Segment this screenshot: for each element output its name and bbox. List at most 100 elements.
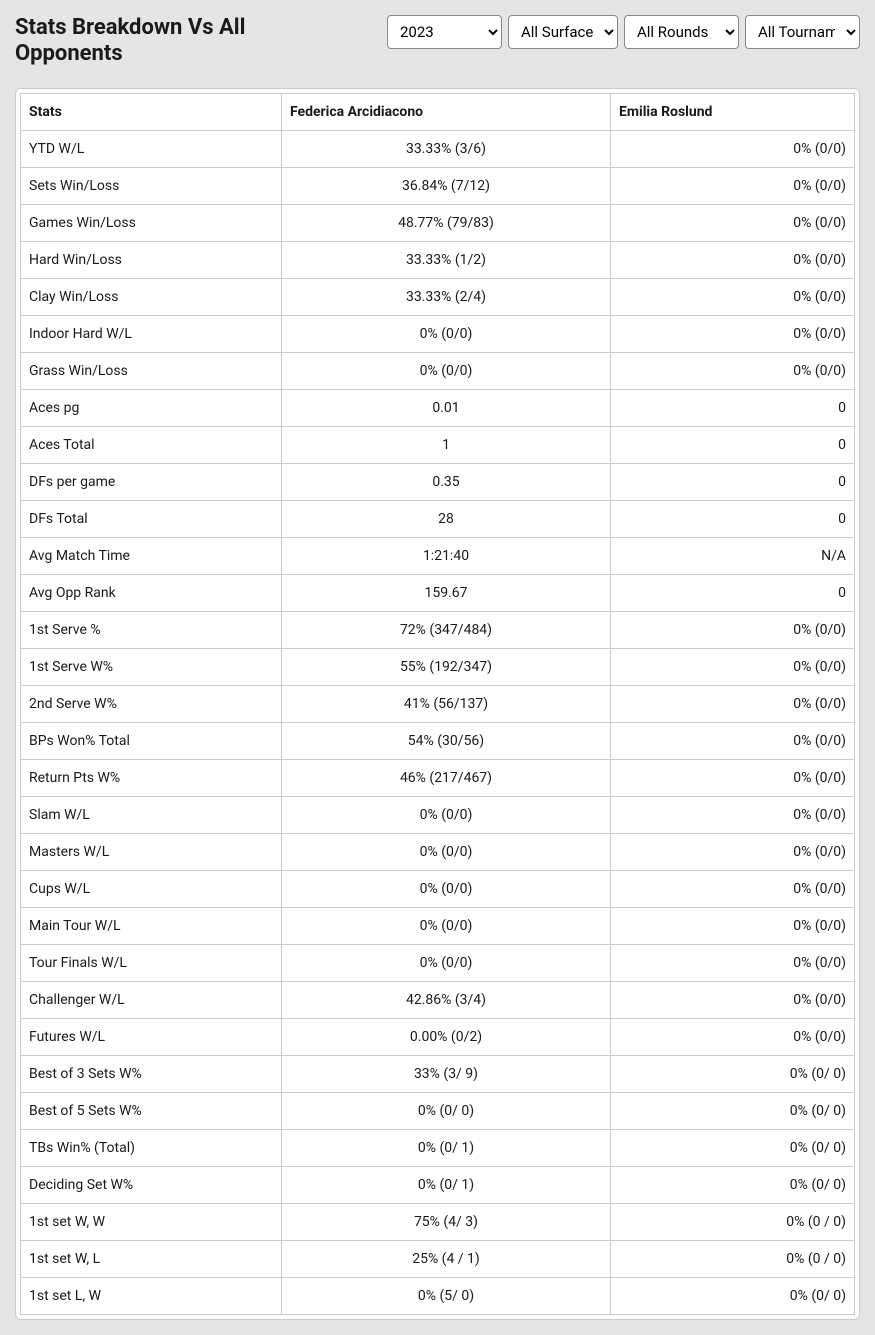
stat-name-cell: Masters W/L	[21, 833, 282, 870]
player2-value-cell: 0	[611, 574, 855, 611]
table-row: Futures W/L0.00% (0/2)0% (0/0)	[21, 1018, 855, 1055]
table-row: 1st Serve %72% (347/484)0% (0/0)	[21, 611, 855, 648]
table-row: Tour Finals W/L0% (0/0)0% (0/0)	[21, 944, 855, 981]
rounds-select[interactable]: All Rounds	[624, 15, 739, 49]
stat-name-cell: 1st Serve W%	[21, 648, 282, 685]
player2-value-cell: N/A	[611, 537, 855, 574]
player2-value-cell: 0% (0/0)	[611, 1018, 855, 1055]
player1-value-cell: 36.84% (7/12)	[282, 167, 611, 204]
stat-name-cell: Hard Win/Loss	[21, 241, 282, 278]
table-row: Masters W/L0% (0/0)0% (0/0)	[21, 833, 855, 870]
player1-value-cell: 0% (0/ 0)	[282, 1092, 611, 1129]
player2-value-cell: 0% (0/ 0)	[611, 1092, 855, 1129]
stat-name-cell: 1st set L, W	[21, 1277, 282, 1314]
player1-value-cell: 1	[282, 426, 611, 463]
stats-table: Stats Federica Arcidiacono Emilia Roslun…	[20, 93, 855, 1315]
table-row: Best of 5 Sets W%0% (0/ 0)0% (0/ 0)	[21, 1092, 855, 1129]
player2-value-cell: 0	[611, 426, 855, 463]
stat-name-cell: Aces pg	[21, 389, 282, 426]
stat-name-cell: Avg Match Time	[21, 537, 282, 574]
stat-name-cell: Clay Win/Loss	[21, 278, 282, 315]
player1-value-cell: 0% (0/ 1)	[282, 1129, 611, 1166]
player1-value-cell: 55% (192/347)	[282, 648, 611, 685]
stat-name-cell: Sets Win/Loss	[21, 167, 282, 204]
player2-value-cell: 0% (0/0)	[611, 204, 855, 241]
table-row: Cups W/L0% (0/0)0% (0/0)	[21, 870, 855, 907]
player2-value-cell: 0% (0/0)	[611, 167, 855, 204]
table-row: TBs Win% (Total)0% (0/ 1)0% (0/ 0)	[21, 1129, 855, 1166]
stat-name-cell: Best of 5 Sets W%	[21, 1092, 282, 1129]
col-header-player2: Emilia Roslund	[611, 93, 855, 130]
player2-value-cell: 0% (0/0)	[611, 685, 855, 722]
player2-value-cell: 0	[611, 389, 855, 426]
player1-value-cell: 159.67	[282, 574, 611, 611]
table-row: DFs per game0.350	[21, 463, 855, 500]
player1-value-cell: 42.86% (3/4)	[282, 981, 611, 1018]
player2-value-cell: 0% (0/0)	[611, 796, 855, 833]
table-row: Grass Win/Loss0% (0/0)0% (0/0)	[21, 352, 855, 389]
table-row: Games Win/Loss48.77% (79/83)0% (0/0)	[21, 204, 855, 241]
stat-name-cell: Slam W/L	[21, 796, 282, 833]
stat-name-cell: YTD W/L	[21, 130, 282, 167]
player1-value-cell: 0% (0/ 1)	[282, 1166, 611, 1203]
table-row: Avg Match Time1:21:40N/A	[21, 537, 855, 574]
year-select[interactable]: 2023	[387, 15, 502, 49]
player2-value-cell: 0% (0/ 0)	[611, 1166, 855, 1203]
table-row: 1st Serve W%55% (192/347)0% (0/0)	[21, 648, 855, 685]
col-header-stats: Stats	[21, 93, 282, 130]
player2-value-cell: 0% (0/0)	[611, 241, 855, 278]
stat-name-cell: Challenger W/L	[21, 981, 282, 1018]
table-row: 1st set W, L25% (4 / 1)0% (0 / 0)	[21, 1240, 855, 1277]
table-body: YTD W/L33.33% (3/6)0% (0/0)Sets Win/Loss…	[21, 130, 855, 1314]
table-row: Return Pts W%46% (217/467)0% (0/0)	[21, 759, 855, 796]
player2-value-cell: 0% (0/0)	[611, 907, 855, 944]
player1-value-cell: 33.33% (2/4)	[282, 278, 611, 315]
player1-value-cell: 0.00% (0/2)	[282, 1018, 611, 1055]
player2-value-cell: 0% (0/0)	[611, 833, 855, 870]
player1-value-cell: 0% (0/0)	[282, 944, 611, 981]
table-row: 1st set W, W75% (4/ 3)0% (0 / 0)	[21, 1203, 855, 1240]
table-row: Avg Opp Rank159.670	[21, 574, 855, 611]
player1-value-cell: 0% (0/0)	[282, 833, 611, 870]
table-row: Sets Win/Loss36.84% (7/12)0% (0/0)	[21, 167, 855, 204]
stat-name-cell: 1st set W, W	[21, 1203, 282, 1240]
player1-value-cell: 0% (0/0)	[282, 870, 611, 907]
table-row: Clay Win/Loss33.33% (2/4)0% (0/0)	[21, 278, 855, 315]
player2-value-cell: 0% (0/ 0)	[611, 1055, 855, 1092]
player2-value-cell: 0% (0 / 0)	[611, 1203, 855, 1240]
player1-value-cell: 41% (56/137)	[282, 685, 611, 722]
table-row: Main Tour W/L0% (0/0)0% (0/0)	[21, 907, 855, 944]
col-header-player1: Federica Arcidiacono	[282, 93, 611, 130]
table-row: Aces pg0.010	[21, 389, 855, 426]
table-row: YTD W/L33.33% (3/6)0% (0/0)	[21, 130, 855, 167]
stat-name-cell: BPs Won% Total	[21, 722, 282, 759]
player1-value-cell: 0.35	[282, 463, 611, 500]
stat-name-cell: DFs per game	[21, 463, 282, 500]
table-row: DFs Total280	[21, 500, 855, 537]
stats-table-wrapper: Stats Federica Arcidiacono Emilia Roslun…	[15, 88, 860, 1320]
stat-name-cell: Futures W/L	[21, 1018, 282, 1055]
player2-value-cell: 0% (0/ 0)	[611, 1129, 855, 1166]
page-title: Stats Breakdown Vs All Opponents	[15, 15, 315, 68]
table-row: 2nd Serve W%41% (56/137)0% (0/0)	[21, 685, 855, 722]
player2-value-cell: 0% (0/0)	[611, 611, 855, 648]
stat-name-cell: 2nd Serve W%	[21, 685, 282, 722]
tournament-select[interactable]: All Tournaments	[745, 15, 860, 49]
player1-value-cell: 33% (3/ 9)	[282, 1055, 611, 1092]
player1-value-cell: 0% (0/0)	[282, 907, 611, 944]
stat-name-cell: Best of 3 Sets W%	[21, 1055, 282, 1092]
player2-value-cell: 0% (0/ 0)	[611, 1277, 855, 1314]
stat-name-cell: Main Tour W/L	[21, 907, 282, 944]
table-row: Hard Win/Loss33.33% (1/2)0% (0/0)	[21, 241, 855, 278]
player1-value-cell: 54% (30/56)	[282, 722, 611, 759]
player1-value-cell: 0.01	[282, 389, 611, 426]
surface-select[interactable]: All Surfaces	[508, 15, 618, 49]
player1-value-cell: 0% (0/0)	[282, 796, 611, 833]
player1-value-cell: 1:21:40	[282, 537, 611, 574]
player2-value-cell: 0% (0 / 0)	[611, 1240, 855, 1277]
player2-value-cell: 0% (0/0)	[611, 981, 855, 1018]
player1-value-cell: 0% (5/ 0)	[282, 1277, 611, 1314]
player1-value-cell: 0% (0/0)	[282, 315, 611, 352]
player1-value-cell: 75% (4/ 3)	[282, 1203, 611, 1240]
player1-value-cell: 0% (0/0)	[282, 352, 611, 389]
